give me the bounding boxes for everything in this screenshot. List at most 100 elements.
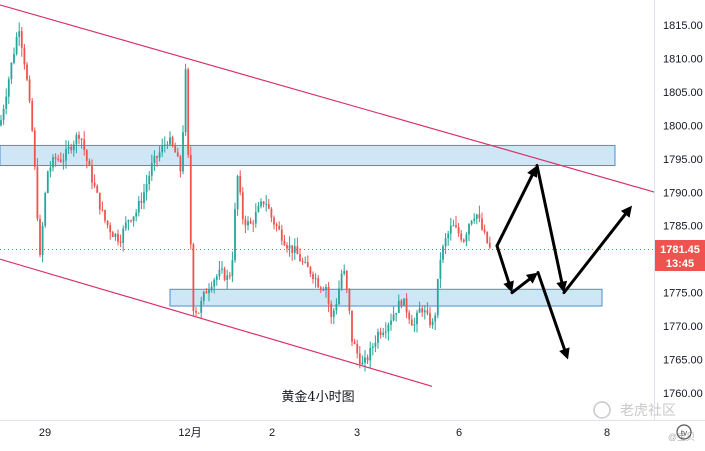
candle-103 bbox=[265, 194, 268, 212]
candle-182 bbox=[470, 220, 473, 226]
candle-131 bbox=[338, 280, 340, 305]
candle-35 bbox=[88, 158, 91, 167]
candle-body bbox=[465, 234, 468, 242]
candle-body bbox=[408, 312, 411, 320]
candle-body bbox=[413, 324, 416, 326]
candle-body bbox=[88, 160, 91, 166]
tv-logo-icon[interactable]: tv bbox=[676, 424, 692, 440]
candle-167 bbox=[431, 318, 434, 329]
projection-arrows bbox=[495, 164, 632, 360]
candle-186 bbox=[481, 212, 483, 231]
candle-38 bbox=[96, 184, 99, 194]
candle-160 bbox=[413, 317, 416, 333]
candle-body bbox=[215, 276, 218, 280]
candle-141 bbox=[364, 349, 366, 372]
candle-body bbox=[158, 152, 161, 158]
candle-4 bbox=[7, 76, 10, 105]
candle-78 bbox=[200, 296, 203, 318]
candle-body bbox=[348, 288, 351, 311]
candle-31 bbox=[78, 131, 80, 145]
candle-130 bbox=[335, 298, 338, 315]
candle-90 bbox=[231, 251, 234, 283]
candle-body bbox=[416, 312, 418, 325]
candle-75 bbox=[192, 242, 195, 316]
candle-120 bbox=[309, 265, 312, 278]
candle-39 bbox=[98, 192, 101, 215]
candle-body bbox=[36, 166, 39, 219]
candle-72 bbox=[184, 63, 187, 136]
candle-body bbox=[52, 157, 54, 168]
candle-5 bbox=[10, 62, 13, 84]
candle-body bbox=[426, 310, 429, 314]
candle-53 bbox=[135, 208, 138, 222]
candle-body bbox=[161, 145, 164, 153]
candle-body bbox=[15, 36, 18, 54]
candle-42 bbox=[106, 220, 109, 229]
candle-161 bbox=[416, 309, 418, 333]
y-tick-label: 1810.00 bbox=[663, 53, 703, 65]
candle-body bbox=[7, 79, 10, 97]
candle-46 bbox=[117, 229, 119, 246]
candle-body bbox=[364, 357, 366, 363]
candle-140 bbox=[361, 355, 364, 366]
projection-arrow-2 bbox=[535, 164, 568, 293]
candle-body bbox=[312, 273, 314, 279]
candle-47 bbox=[119, 234, 122, 248]
candle-body bbox=[169, 137, 171, 145]
candle-body bbox=[75, 134, 78, 145]
candle-body bbox=[20, 31, 23, 48]
candle-122 bbox=[314, 273, 317, 288]
candle-body bbox=[101, 209, 104, 211]
candle-body bbox=[187, 69, 190, 155]
candle-body bbox=[356, 344, 359, 354]
candle-body bbox=[145, 184, 148, 193]
candle-body bbox=[462, 239, 465, 242]
x-axis[interactable]: 29 12月 2 3 6 8 bbox=[39, 427, 610, 439]
candle-body bbox=[65, 148, 67, 161]
candle-body bbox=[130, 220, 132, 222]
candle-20 bbox=[49, 161, 52, 178]
candle-116 bbox=[299, 248, 301, 262]
candle-body bbox=[163, 144, 166, 146]
candle-144 bbox=[371, 343, 374, 356]
candle-body bbox=[423, 310, 426, 313]
candle-157 bbox=[405, 293, 408, 319]
candle-body bbox=[486, 231, 489, 243]
candle-body bbox=[371, 346, 374, 349]
candle-21 bbox=[52, 154, 54, 172]
x-tick-label: 12月 bbox=[178, 427, 201, 439]
candle-body bbox=[405, 298, 408, 313]
candle-33 bbox=[83, 131, 86, 156]
watermark: 老虎社区 @宝贝 bbox=[593, 401, 695, 442]
candle-179 bbox=[462, 238, 465, 244]
candle-30 bbox=[75, 132, 78, 154]
candle-body bbox=[234, 209, 236, 261]
candle-body bbox=[111, 232, 114, 237]
candle-body bbox=[80, 138, 83, 140]
candle-body bbox=[200, 300, 203, 313]
candle-body bbox=[44, 192, 47, 226]
candle-body bbox=[340, 273, 343, 289]
candle-body bbox=[309, 267, 312, 274]
candle-body bbox=[143, 192, 145, 203]
candle-94 bbox=[241, 187, 244, 225]
candle-body bbox=[322, 289, 325, 291]
candle-112 bbox=[288, 236, 291, 257]
candle-body bbox=[223, 268, 226, 281]
candle-body bbox=[374, 342, 377, 347]
candle-body bbox=[395, 312, 398, 315]
candle-69 bbox=[176, 147, 179, 157]
candle-body bbox=[475, 214, 478, 219]
candle-body bbox=[400, 300, 403, 306]
y-axis[interactable]: 1760.001765.001770.001775.001780.001785.… bbox=[663, 20, 703, 400]
candle-104 bbox=[267, 198, 270, 210]
channel-upper-line bbox=[0, 4, 656, 193]
candle-body bbox=[278, 225, 281, 230]
candle-body bbox=[304, 262, 307, 264]
candle-173 bbox=[447, 230, 450, 246]
candle-34 bbox=[85, 148, 88, 169]
candle-176 bbox=[455, 216, 457, 229]
candle-body bbox=[104, 210, 106, 221]
